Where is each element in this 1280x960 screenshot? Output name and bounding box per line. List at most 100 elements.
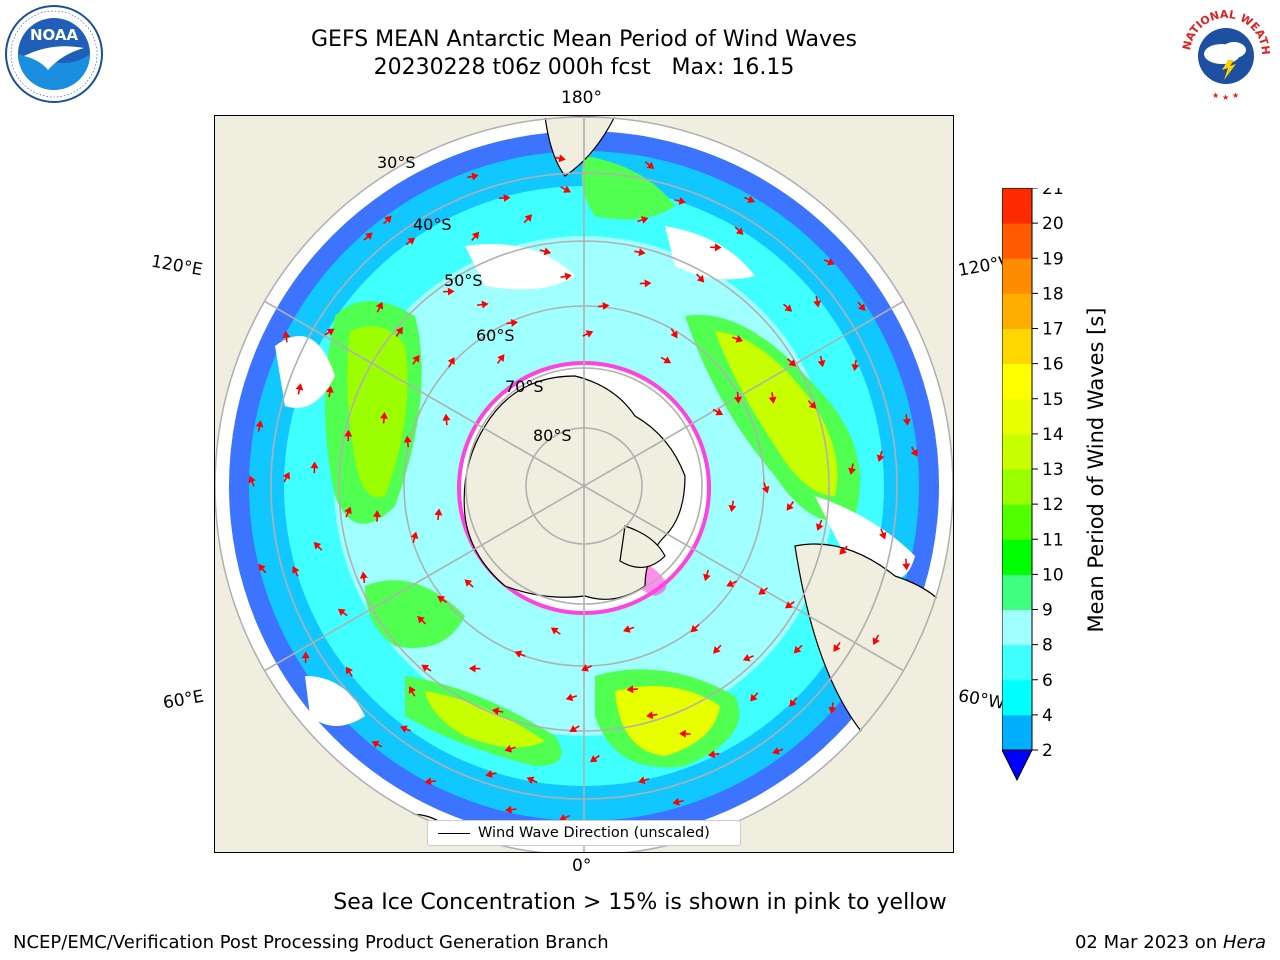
wave-arrow-head [345, 666, 353, 675]
wave-arrow-head [564, 272, 572, 281]
wave-arrow-head [581, 664, 589, 672]
wave-arrow-head [471, 231, 480, 240]
wave-arrow-head [437, 595, 446, 603]
wave-arrow-head [442, 413, 451, 421]
wave-arrow-head [524, 214, 533, 222]
wave-arrow-head [638, 776, 646, 785]
wave-arrow-head [447, 287, 455, 296]
wave-arrow-head [504, 805, 512, 814]
wave-arrow-head [728, 504, 737, 513]
wave-arrow-head [292, 566, 300, 574]
colorbar-segment [1002, 714, 1032, 751]
footer-machine: Hera [1222, 932, 1266, 953]
wave-arrow-head [373, 510, 382, 517]
wave-arrow-head [813, 300, 822, 308]
wave-arrow-head [375, 301, 384, 310]
wave-arrow-head [558, 154, 566, 163]
lat-label-60s: 60°S [476, 326, 515, 345]
lat-label-30s: 30°S [377, 153, 416, 172]
wave-arrow-head [471, 172, 479, 181]
wave-arrow-head [902, 563, 911, 571]
colorbar-segment [1002, 679, 1032, 716]
colorbar-tick-label: 12 [1042, 495, 1064, 515]
wave-arrow-head [742, 654, 751, 662]
wave-arrow-head [772, 747, 780, 755]
colorbar-tick-label: 20 [1042, 214, 1064, 234]
wave-arrow-head [325, 385, 334, 393]
wave-arrow-head [714, 243, 722, 252]
chart-title: GEFS MEAN Antarctic Mean Period of Wind … [311, 27, 857, 52]
wave-arrow-head [468, 664, 476, 673]
wave-arrow-head [872, 637, 880, 646]
wave-arrow-head [713, 646, 721, 654]
footer-credit: NCEP/EMC/Verification Post Processing Pr… [13, 932, 609, 953]
colorbar-segment [1002, 609, 1032, 646]
wave-arrow-head [626, 685, 634, 694]
lat-label-40s: 40°S [413, 215, 452, 234]
lon-label-60e: 60°E [161, 686, 206, 714]
colorbar-scale: 2 4 6 8 9 10 11 12 13 14 15 16 17 18 19 20 21 [1001, 179, 1064, 782]
noaa-logo-text: NOAA [30, 26, 79, 44]
wave-arrow-head [417, 616, 425, 624]
wave-arrow-head [395, 326, 403, 335]
wave-arrow-head [679, 729, 686, 738]
sea-ice-note: Sea Ice Concentration > 15% is shown in … [333, 890, 947, 915]
wave-arrow-head [876, 454, 885, 462]
colorbar-segment [1002, 328, 1032, 365]
chart-subtitle: 20230228 t06z 000h fcst Max: 16.15 [373, 55, 795, 80]
wave-arrow-head [295, 383, 304, 391]
wave-arrow-head [248, 475, 256, 484]
wave-arrow-head [337, 608, 346, 616]
wave-arrow-head [282, 471, 290, 480]
wave-arrow-head [503, 193, 511, 202]
colorbar-tick-label: 2 [1042, 741, 1053, 761]
wave-arrow-head [526, 776, 535, 784]
lon-label-180: 180° [561, 88, 602, 108]
wave-arrow-head [768, 396, 777, 404]
wave-arrow-head [447, 357, 455, 365]
lat-label-50s: 50°S [444, 271, 483, 290]
wave-arrow-head [497, 354, 505, 362]
wave-arrow-head [784, 601, 793, 609]
wave-arrow-head [678, 197, 686, 205]
wave-arrow-head [808, 401, 817, 409]
wave-arrow-head [371, 740, 380, 748]
colorbar-tick-label: 16 [1042, 355, 1064, 375]
wave-arrow-head [734, 396, 742, 404]
colorbar-tick-label: 21 [1042, 188, 1064, 199]
lon-label-0: 0° [572, 856, 592, 876]
footer-date-text: 02 Mar 2023 on [1074, 932, 1223, 953]
colorbar-tick-label: 11 [1042, 530, 1064, 550]
wave-arrow-head [313, 541, 322, 550]
svg-text:★: ★ [1232, 91, 1239, 100]
wave-arrow-head [784, 304, 793, 312]
colorbar: 2 4 6 8 9 10 11 12 13 14 15 16 17 18 19 20 21 [1001, 179, 1082, 792]
colorbar-tick-label: 15 [1042, 390, 1064, 410]
wave-arrow-head [827, 258, 835, 266]
colorbar-tick-label: 19 [1042, 249, 1064, 269]
colorbar-segment [1002, 469, 1032, 505]
wave-arrow-head [410, 531, 419, 540]
wave-arrow-head [408, 686, 416, 694]
wave-arrow-head [715, 408, 724, 416]
footer-date: 02 Mar 2023 on Hera [1075, 932, 1266, 953]
lat-label-70s: 70°S [505, 377, 544, 396]
map-legend: Wind Wave Direction (unscaled) [427, 820, 741, 846]
wave-arrow-head [646, 711, 654, 720]
colorbar-tick-label: 8 [1042, 636, 1053, 656]
wave-arrow-head [485, 770, 493, 778]
wave-arrow-head [407, 237, 416, 245]
wave-arrow-head [421, 664, 430, 672]
svg-text:★: ★ [1222, 93, 1229, 102]
graticule [215, 116, 953, 852]
wave-arrow-head [758, 587, 767, 595]
wave-arrow-head [703, 573, 711, 582]
legend-line-swatch [438, 832, 470, 834]
wave-arrow-head [565, 693, 574, 702]
wave-arrow-head [504, 744, 513, 753]
wave-arrow-head [646, 161, 655, 169]
wave-arrow-head [301, 651, 310, 659]
wave-arrow-head [696, 275, 705, 283]
wave-arrow-head [828, 706, 837, 714]
wave-arrow-head [365, 232, 373, 240]
